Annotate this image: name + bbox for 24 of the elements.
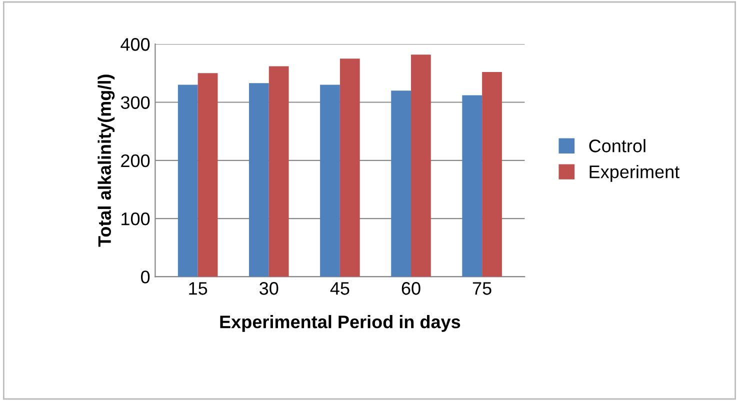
bar: [248, 83, 269, 277]
bar: [391, 90, 411, 277]
bar: [340, 58, 360, 277]
bar: [198, 73, 218, 277]
bar: [462, 95, 482, 277]
y-tick-label: 200: [121, 154, 150, 168]
x-tick-label: 60: [402, 282, 420, 295]
x-tick-label: 30: [260, 282, 278, 295]
bar: [482, 72, 502, 277]
bar: [411, 54, 431, 277]
y-tick-label: 400: [120, 38, 150, 51]
bar: [178, 84, 198, 277]
y-tick-label: 100: [122, 212, 150, 226]
y-axis-title: Total alkalinity(mg/l): [98, 74, 115, 247]
bar: [320, 84, 340, 277]
legend-label: Experiment: [590, 165, 680, 182]
bar: [268, 66, 289, 277]
y-tick-label: 300: [120, 96, 150, 109]
y-tick-label: 0: [140, 270, 150, 284]
legend-label: Control: [589, 139, 646, 152]
x-tick-label: 15: [189, 282, 208, 295]
x-axis-title: Experimental Period in days: [220, 315, 460, 332]
x-tick-label: 75: [472, 282, 492, 295]
x-tick-label: 45: [330, 282, 350, 295]
